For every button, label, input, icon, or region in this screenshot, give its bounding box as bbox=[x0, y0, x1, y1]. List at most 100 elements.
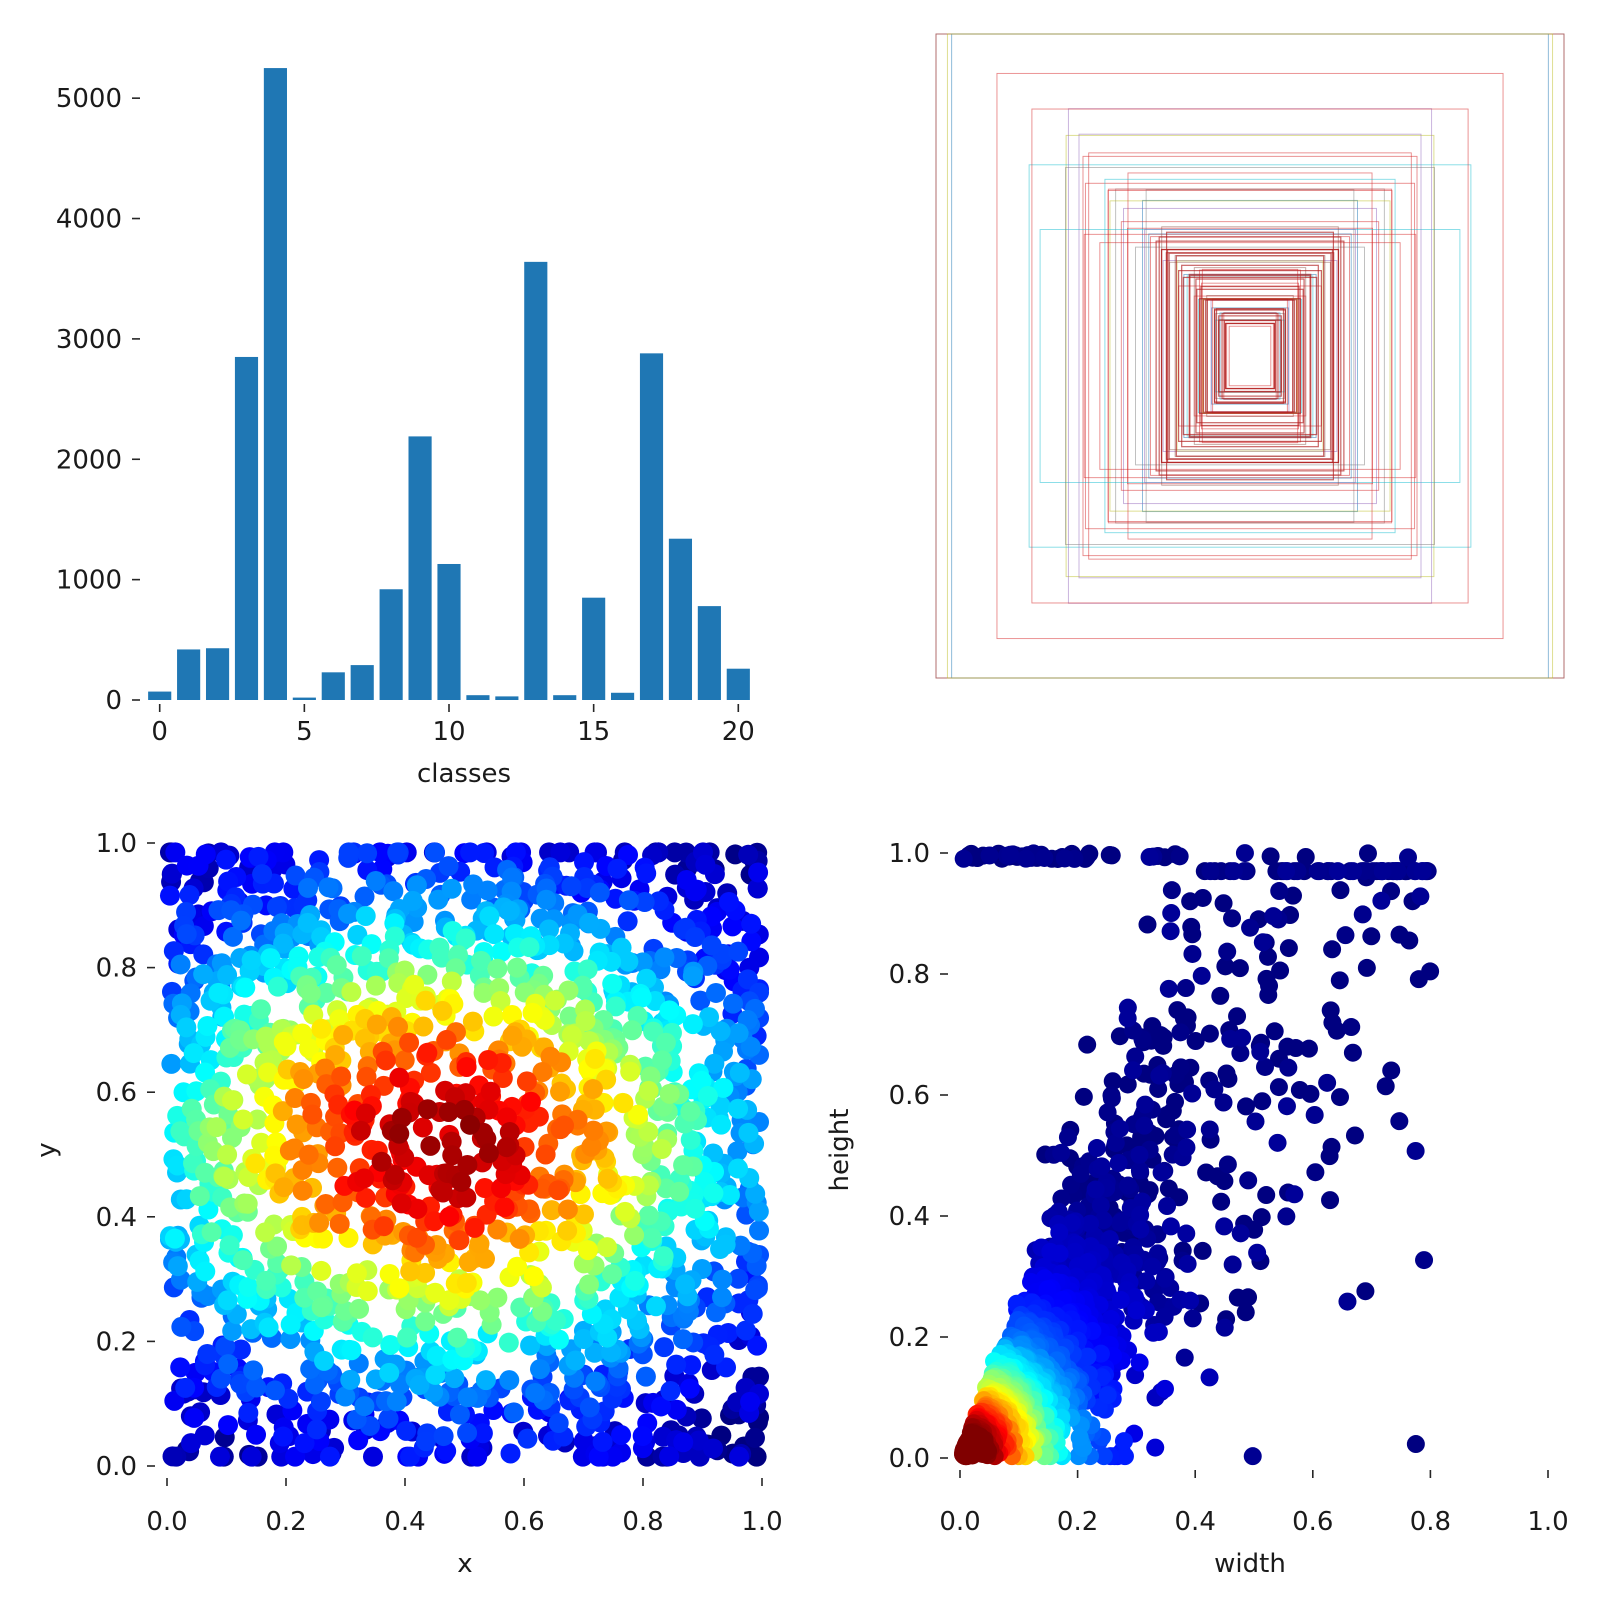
centre-point bbox=[195, 1162, 216, 1183]
size-point bbox=[1055, 849, 1074, 868]
centre-point bbox=[441, 878, 462, 899]
centre-point bbox=[701, 935, 722, 956]
centre-point bbox=[357, 1281, 378, 1302]
classes-axis-label: classes bbox=[417, 759, 511, 789]
centre-point bbox=[487, 958, 508, 979]
size-point bbox=[1376, 1077, 1395, 1096]
box-centres-panel: 0.00.20.40.60.81.0 0.0 0.2 0.4 0.6 0.8 1.0 x … bbox=[32, 829, 783, 1579]
size-point bbox=[1261, 847, 1280, 866]
centre-point bbox=[420, 1062, 441, 1083]
centre-point bbox=[611, 1424, 632, 1445]
centre-point bbox=[584, 1048, 605, 1069]
size-point bbox=[980, 846, 999, 865]
centre-point bbox=[415, 1262, 436, 1283]
size-point bbox=[1158, 1197, 1177, 1216]
size-point bbox=[1175, 1348, 1194, 1367]
centre-point bbox=[350, 1120, 371, 1141]
centre-point bbox=[222, 926, 243, 947]
box-outline bbox=[1211, 307, 1289, 405]
size-point bbox=[1131, 1220, 1150, 1239]
class-x-axis: 0 5 10 15 20 bbox=[151, 704, 755, 747]
size-point bbox=[1109, 1154, 1128, 1173]
size-point bbox=[1328, 862, 1347, 881]
box-outline bbox=[1120, 221, 1380, 491]
size-point bbox=[1137, 1272, 1156, 1291]
size-point bbox=[1162, 881, 1181, 900]
size-point bbox=[1318, 1073, 1337, 1092]
centre-point bbox=[402, 890, 423, 911]
centre-point bbox=[615, 1201, 636, 1222]
centre-point bbox=[379, 1263, 400, 1284]
size-point bbox=[1181, 1291, 1200, 1310]
centre-point bbox=[195, 1062, 216, 1083]
centre-point bbox=[311, 1260, 332, 1281]
centre-point bbox=[573, 1204, 594, 1225]
centre-point bbox=[520, 1335, 541, 1356]
y-tick-label: 0.4 bbox=[96, 1203, 137, 1233]
size-point bbox=[1197, 1163, 1216, 1182]
centre-point bbox=[412, 1117, 433, 1138]
centre-point bbox=[159, 885, 180, 906]
size-point bbox=[1118, 1009, 1137, 1028]
size-point bbox=[1228, 1007, 1247, 1026]
centre-point bbox=[691, 1070, 712, 1091]
centre-point bbox=[404, 974, 425, 995]
centre-point bbox=[557, 1220, 578, 1241]
centre-point bbox=[548, 1180, 569, 1201]
size-point bbox=[1306, 1163, 1325, 1182]
centre-point bbox=[729, 1062, 750, 1083]
centre-point bbox=[632, 952, 653, 973]
size-point bbox=[1283, 886, 1302, 905]
centre-point bbox=[502, 867, 523, 888]
centre-point bbox=[747, 1335, 768, 1356]
centre-point bbox=[620, 1061, 641, 1082]
centre-point bbox=[248, 846, 269, 867]
centre-point bbox=[241, 950, 262, 971]
centre-point bbox=[162, 1446, 183, 1467]
centre-point bbox=[433, 1426, 454, 1447]
centre-point bbox=[235, 977, 256, 998]
centre-point bbox=[655, 1032, 676, 1053]
class-bar-7 bbox=[350, 665, 374, 700]
centre-point bbox=[635, 1366, 656, 1387]
size-point bbox=[1373, 862, 1392, 881]
size-point bbox=[1149, 1079, 1168, 1098]
size-point bbox=[1135, 1116, 1154, 1135]
centre-point bbox=[550, 842, 571, 863]
class-histogram-panel: 0 1000 2000 3000 4000 5000 0 5 10 15 20 classes bbox=[56, 68, 755, 789]
size-point bbox=[1362, 927, 1381, 946]
size-point bbox=[1102, 1089, 1121, 1108]
size-point bbox=[1110, 1119, 1129, 1138]
centre-point bbox=[164, 1228, 185, 1249]
size-point bbox=[1356, 1282, 1375, 1301]
centre-point bbox=[273, 1426, 294, 1447]
size-point bbox=[1161, 1217, 1180, 1236]
centre-point bbox=[704, 1053, 725, 1074]
centre-point bbox=[719, 1184, 740, 1205]
y-tick-label: 1.0 bbox=[96, 829, 137, 859]
centre-point bbox=[399, 1032, 420, 1053]
centre-point bbox=[197, 1015, 218, 1036]
centre-point bbox=[175, 1377, 196, 1398]
box-outline bbox=[1200, 285, 1300, 427]
box-centre bbox=[1246, 348, 1254, 364]
centre-point bbox=[189, 1186, 210, 1207]
centre-point bbox=[703, 1438, 724, 1459]
centre-point bbox=[680, 1101, 701, 1122]
centre-point bbox=[442, 1145, 463, 1166]
centre-point bbox=[327, 1157, 348, 1178]
size-point bbox=[1243, 1447, 1262, 1466]
centre-point bbox=[496, 1137, 517, 1158]
centre-point bbox=[331, 1066, 352, 1087]
centre-point bbox=[536, 889, 557, 910]
centre-point bbox=[306, 1419, 327, 1440]
size-point bbox=[1183, 1309, 1202, 1328]
box-outline bbox=[1107, 188, 1393, 524]
centre-point bbox=[432, 1000, 453, 1021]
centre-point bbox=[641, 1227, 662, 1248]
centre-point bbox=[742, 1303, 763, 1324]
centre-point bbox=[276, 1036, 297, 1057]
class-bar-1 bbox=[177, 649, 201, 700]
x-tick-label: 0.6 bbox=[1292, 1507, 1333, 1537]
centre-point bbox=[388, 1016, 409, 1037]
